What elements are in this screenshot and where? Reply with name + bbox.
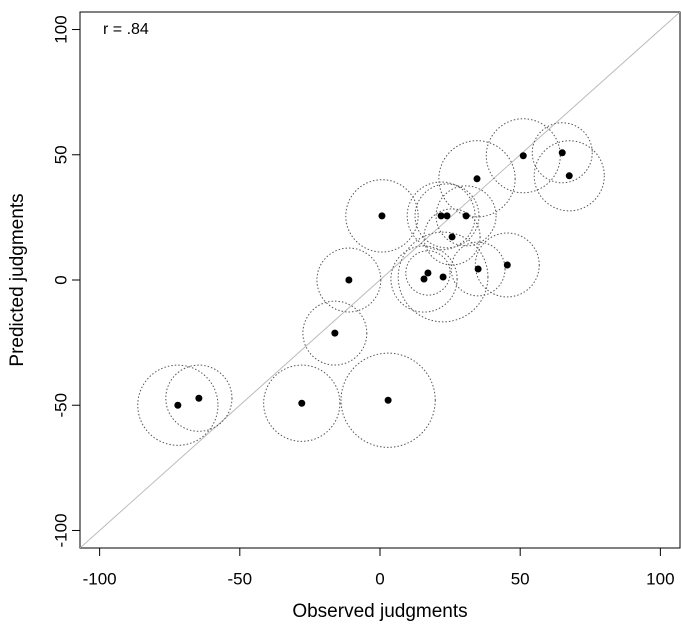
point [298, 399, 306, 407]
uncertainty-circle [485, 118, 561, 194]
uncertainty-circle [435, 185, 497, 247]
uncertainty-circle [531, 122, 593, 184]
uncertainty-circle [345, 179, 419, 253]
plot-area [80, 12, 680, 548]
uncertainty-circle [405, 250, 451, 296]
annotation: r = .84 [103, 21, 149, 38]
reference-line [80, 12, 680, 548]
uncertainty-circle [406, 181, 476, 251]
point [331, 329, 339, 337]
point [378, 212, 386, 220]
x-tick-label: -50 [228, 569, 253, 588]
point [565, 172, 573, 180]
point [462, 212, 470, 220]
point [503, 261, 511, 269]
x-tick-label: -100 [83, 569, 117, 588]
uncertainty-circle [137, 364, 219, 446]
point [474, 265, 482, 273]
point [473, 175, 481, 183]
x-tick-label: 50 [511, 569, 530, 588]
uncertainty-circle [533, 140, 605, 212]
y-tick-label: -100 [51, 513, 70, 547]
uncertainty-circle [423, 208, 481, 266]
point [424, 269, 432, 277]
point [345, 276, 353, 284]
y-axis-label: Predicted judgments [7, 193, 28, 366]
x-axis-label: Observed judgments [292, 601, 467, 622]
point [558, 149, 566, 157]
uncertainty-circle [316, 247, 382, 313]
point [519, 152, 527, 160]
uncertainty-circle [340, 352, 436, 448]
point [448, 233, 456, 241]
y-tick-label: 50 [51, 145, 70, 164]
uncertainty-circle [263, 364, 341, 442]
uncertainty-circle [450, 241, 506, 297]
point [439, 273, 447, 281]
x-tick-label: 0 [375, 569, 384, 588]
y-tick-label: 100 [51, 15, 70, 43]
y-tick-label: -50 [51, 393, 70, 418]
point [420, 275, 428, 283]
uncertainty-circle [438, 140, 516, 218]
point [437, 212, 445, 220]
point [443, 212, 451, 220]
point [195, 394, 203, 402]
point [174, 401, 182, 409]
y-tick-label: 0 [51, 275, 70, 284]
uncertainty-circle [474, 232, 540, 298]
uncertainty-circle [390, 245, 458, 313]
x-tick-label: 100 [646, 569, 674, 588]
uncertainty-circle [414, 183, 480, 249]
uncertainty-circle [302, 300, 368, 366]
uncertainty-circle [165, 364, 233, 432]
uncertainty-circle [397, 231, 489, 323]
point [384, 396, 392, 404]
